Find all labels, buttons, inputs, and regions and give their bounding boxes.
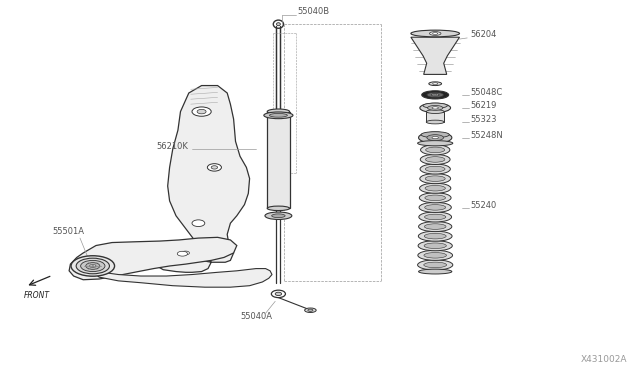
Text: 56204: 56204: [470, 30, 497, 39]
Bar: [426, 112, 444, 122]
Ellipse shape: [264, 112, 293, 119]
Ellipse shape: [425, 186, 445, 191]
Ellipse shape: [275, 292, 282, 295]
Ellipse shape: [71, 256, 115, 276]
Ellipse shape: [433, 32, 438, 34]
Ellipse shape: [182, 251, 189, 255]
Ellipse shape: [305, 308, 316, 312]
Ellipse shape: [419, 212, 452, 222]
Ellipse shape: [424, 214, 446, 220]
Ellipse shape: [427, 92, 444, 97]
Ellipse shape: [418, 260, 453, 270]
Polygon shape: [95, 269, 272, 287]
Ellipse shape: [424, 253, 447, 258]
Ellipse shape: [423, 103, 447, 108]
Text: 55048C: 55048C: [470, 88, 502, 97]
Ellipse shape: [424, 262, 447, 268]
Ellipse shape: [268, 109, 289, 114]
Ellipse shape: [432, 107, 438, 109]
Ellipse shape: [425, 205, 445, 210]
Ellipse shape: [420, 154, 450, 164]
Text: 55040A: 55040A: [240, 312, 272, 321]
Ellipse shape: [420, 174, 451, 184]
Ellipse shape: [426, 166, 445, 172]
Text: 56210K: 56210K: [157, 142, 189, 151]
Ellipse shape: [426, 110, 444, 113]
Polygon shape: [411, 37, 460, 74]
Ellipse shape: [207, 164, 221, 171]
Ellipse shape: [419, 222, 452, 232]
Ellipse shape: [426, 120, 444, 124]
Bar: [268, 112, 290, 208]
Ellipse shape: [425, 176, 445, 182]
Ellipse shape: [273, 20, 284, 28]
Ellipse shape: [268, 206, 289, 211]
Ellipse shape: [86, 263, 100, 269]
Ellipse shape: [271, 290, 285, 298]
Ellipse shape: [432, 137, 438, 139]
Ellipse shape: [426, 157, 445, 162]
Text: 55501A: 55501A: [52, 227, 84, 236]
Ellipse shape: [308, 309, 313, 311]
Ellipse shape: [428, 105, 443, 110]
Text: 55248N: 55248N: [470, 131, 503, 140]
Ellipse shape: [424, 224, 446, 229]
Text: 55240: 55240: [470, 201, 497, 210]
Ellipse shape: [90, 264, 96, 267]
Ellipse shape: [422, 91, 449, 99]
Ellipse shape: [425, 195, 445, 201]
Text: FRONT: FRONT: [24, 291, 50, 300]
Ellipse shape: [211, 166, 218, 169]
Ellipse shape: [192, 107, 211, 116]
Ellipse shape: [197, 109, 206, 114]
Ellipse shape: [427, 135, 444, 141]
Ellipse shape: [431, 93, 439, 96]
Ellipse shape: [424, 233, 446, 239]
Ellipse shape: [419, 269, 452, 274]
Ellipse shape: [420, 164, 451, 174]
Ellipse shape: [424, 243, 446, 248]
Ellipse shape: [419, 202, 451, 212]
Text: 55040B: 55040B: [298, 7, 330, 16]
Text: X431002A: X431002A: [580, 355, 627, 364]
Text: 55323: 55323: [470, 115, 497, 124]
Ellipse shape: [426, 147, 445, 153]
Ellipse shape: [418, 250, 452, 260]
Ellipse shape: [177, 251, 188, 256]
Ellipse shape: [419, 231, 452, 241]
Ellipse shape: [421, 132, 449, 138]
Polygon shape: [69, 237, 237, 280]
Ellipse shape: [419, 132, 452, 143]
Ellipse shape: [429, 32, 441, 35]
Ellipse shape: [269, 113, 287, 117]
Ellipse shape: [418, 241, 452, 251]
Ellipse shape: [192, 220, 205, 227]
Ellipse shape: [271, 214, 285, 218]
Ellipse shape: [420, 183, 451, 193]
Ellipse shape: [420, 145, 450, 155]
Ellipse shape: [265, 212, 292, 219]
Ellipse shape: [429, 82, 442, 86]
Ellipse shape: [81, 260, 105, 272]
Ellipse shape: [76, 258, 109, 274]
Ellipse shape: [418, 141, 453, 146]
Ellipse shape: [434, 94, 437, 95]
Polygon shape: [152, 86, 250, 272]
Text: 56219: 56219: [470, 101, 497, 110]
Ellipse shape: [276, 23, 280, 26]
Ellipse shape: [433, 83, 438, 84]
Ellipse shape: [420, 103, 451, 112]
Ellipse shape: [411, 30, 460, 37]
Ellipse shape: [419, 193, 451, 203]
